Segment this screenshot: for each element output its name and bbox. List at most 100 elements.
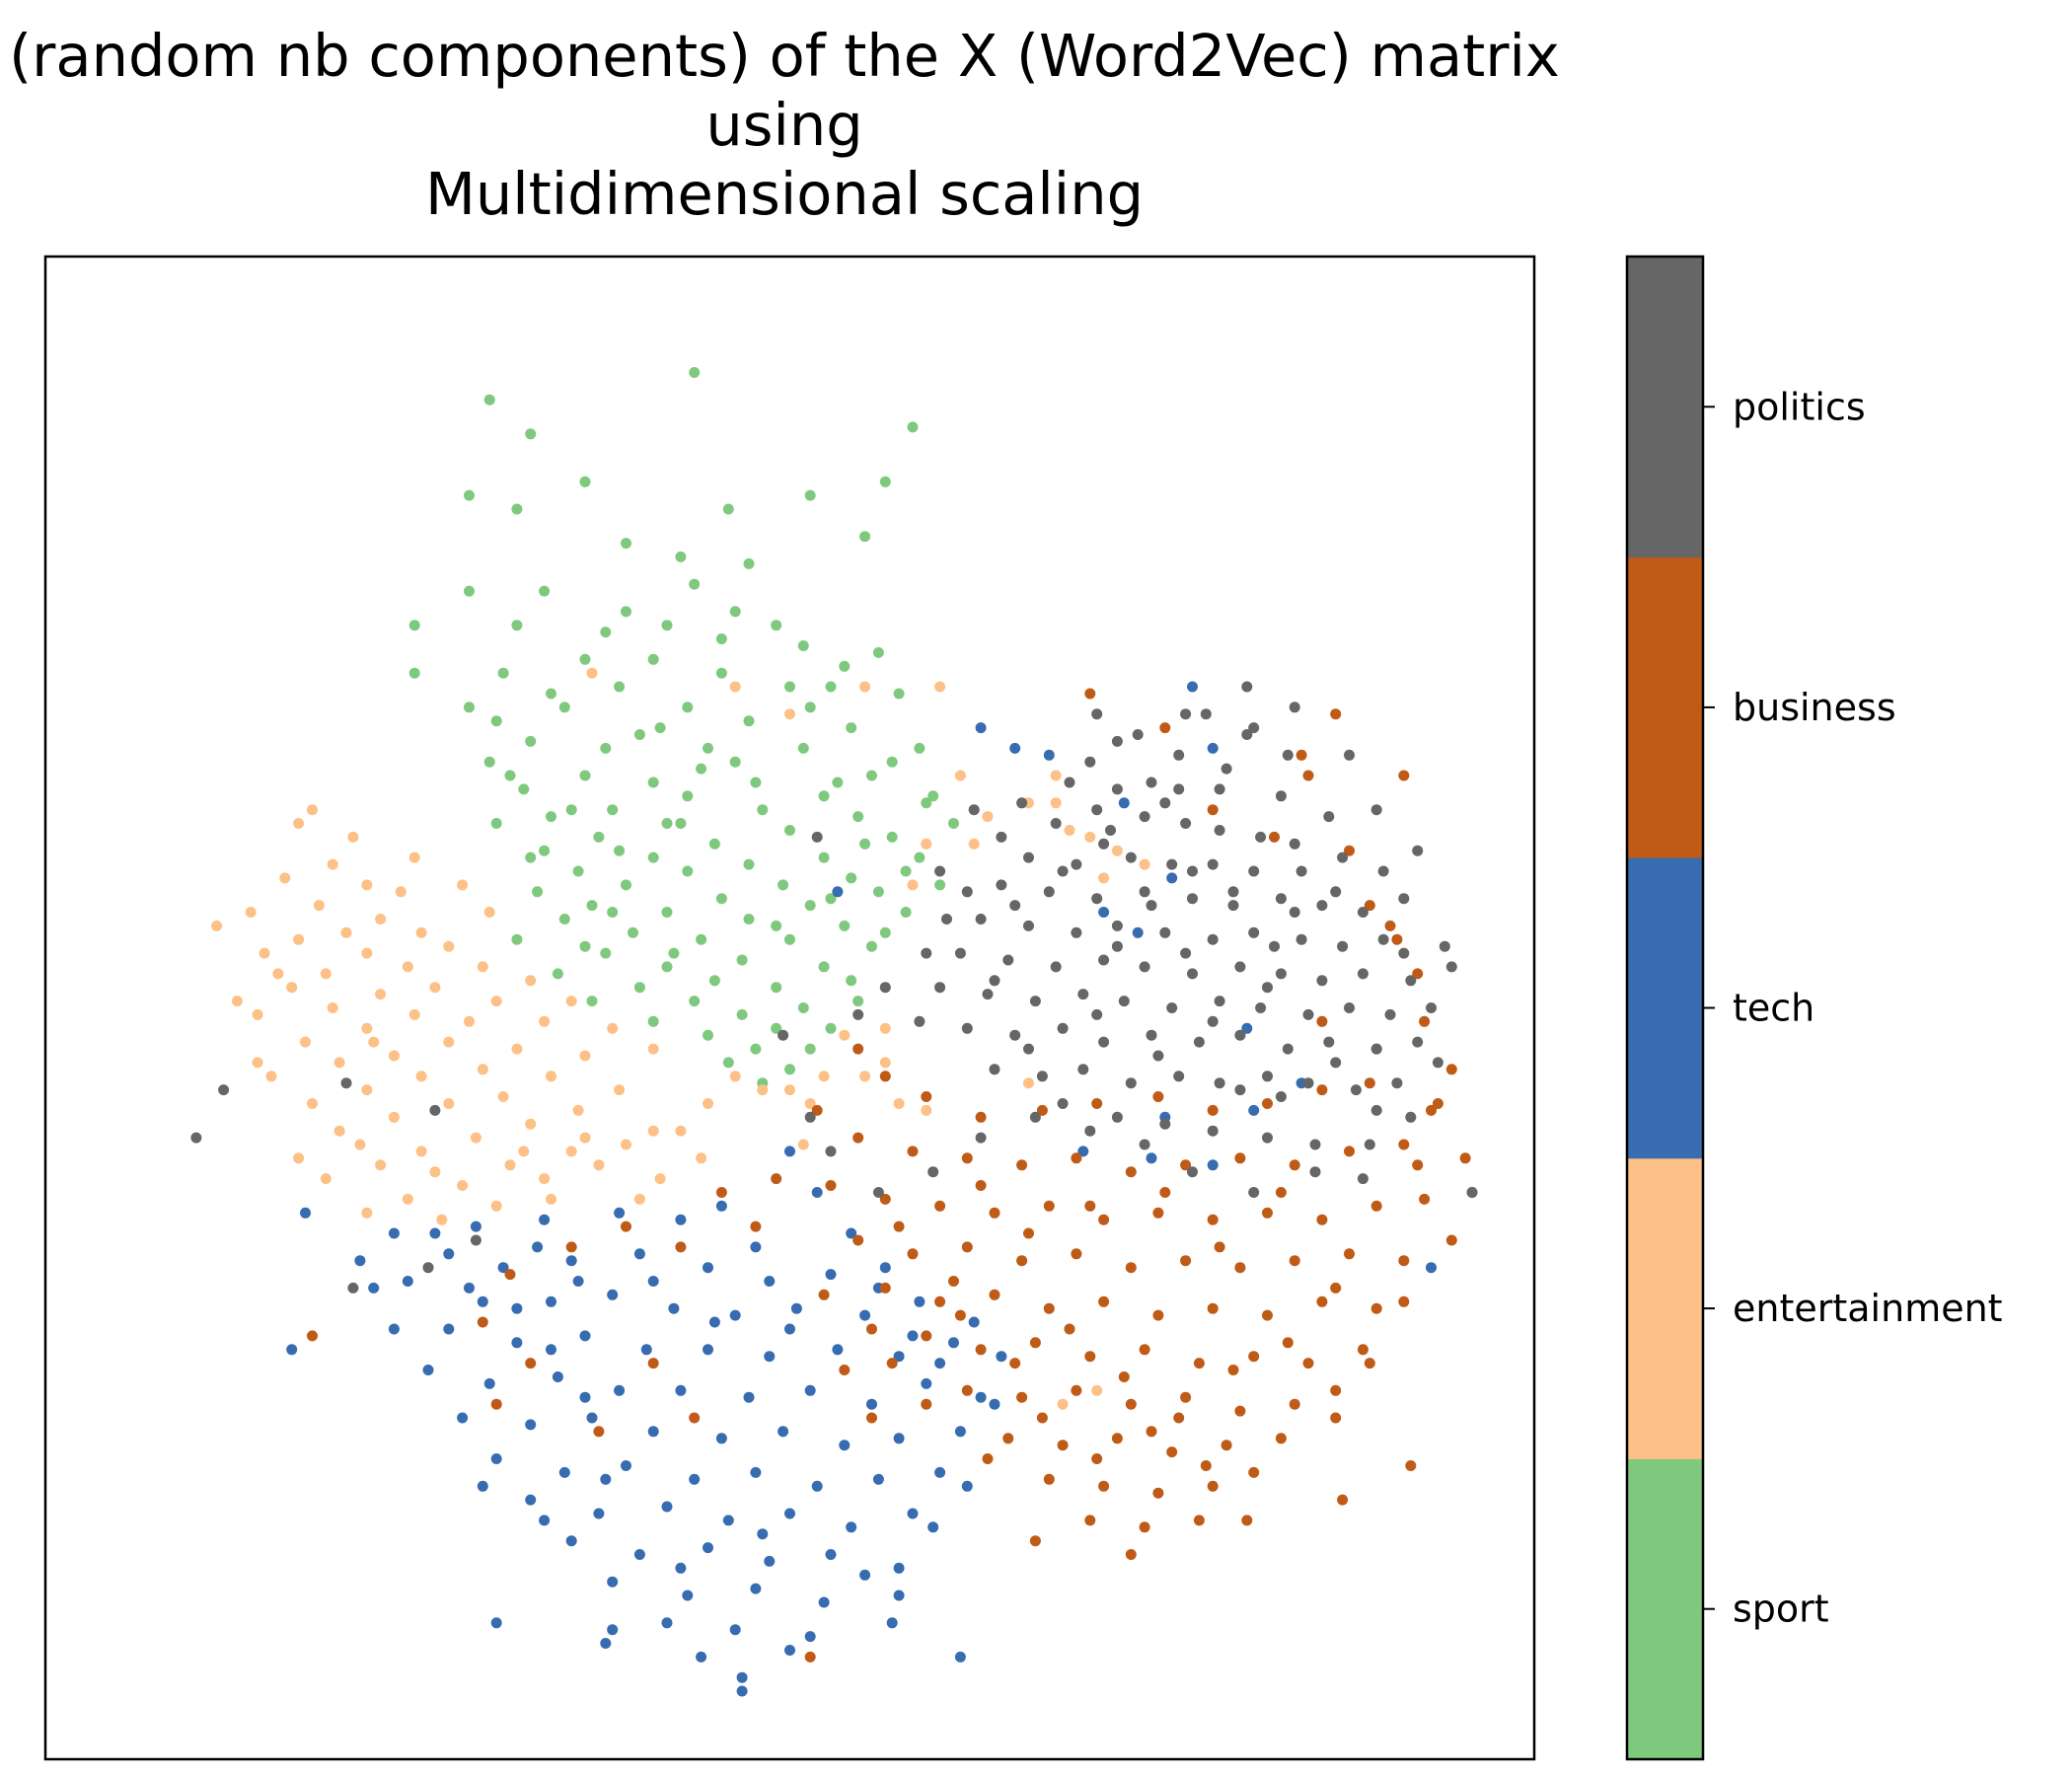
point-business-93 <box>1412 968 1424 980</box>
point-entertainment-96 <box>593 1159 605 1171</box>
point-politics-143 <box>811 831 823 843</box>
point-sport-135 <box>879 926 891 938</box>
point-politics-15 <box>1125 851 1137 863</box>
point-business-141 <box>1173 1412 1185 1424</box>
point-politics-127 <box>1084 1125 1096 1137</box>
series-business <box>307 688 1478 1663</box>
point-politics-46 <box>1139 961 1150 973</box>
point-entertainment-7 <box>313 900 325 912</box>
point-entertainment-106 <box>518 1146 530 1157</box>
point-politics-162 <box>1091 1008 1103 1020</box>
point-business-50 <box>1207 1302 1219 1314</box>
point-tech-54 <box>954 1426 966 1438</box>
point-business-52 <box>1316 1295 1328 1307</box>
point-sport-87 <box>784 933 795 945</box>
point-sport-5 <box>464 489 475 501</box>
point-entertainment-67 <box>307 804 318 816</box>
point-politics-9 <box>1050 818 1062 829</box>
point-tech-76 <box>607 1576 619 1588</box>
point-business-35 <box>961 1241 973 1253</box>
point-politics-79 <box>1125 1077 1137 1089</box>
point-politics-88 <box>1159 1118 1171 1130</box>
point-tech-79 <box>818 1596 830 1608</box>
chart-title: (random nb components) of the X (Word2Ve… <box>0 22 1569 229</box>
point-tech-40 <box>675 1384 687 1396</box>
point-tech-106 <box>934 1358 946 1369</box>
point-business-65 <box>1071 1384 1082 1396</box>
point-tech-133 <box>1248 1104 1260 1116</box>
point-entertainment-52 <box>470 1132 481 1144</box>
point-business-75 <box>1221 1440 1232 1451</box>
point-tech-75 <box>893 1562 905 1574</box>
point-sport-136 <box>668 947 680 959</box>
colorbar-label-politics: politics <box>1733 385 1866 428</box>
point-tech-28 <box>511 1337 523 1349</box>
point-politics-64 <box>1426 1002 1437 1013</box>
point-tech-90 <box>490 1617 502 1629</box>
point-politics-86 <box>1057 1098 1069 1109</box>
point-tech-0 <box>300 1207 311 1219</box>
point-business-96 <box>1398 770 1410 781</box>
point-politics-50 <box>1316 975 1328 987</box>
point-business-155 <box>1398 1295 1410 1307</box>
point-business-106 <box>1302 770 1314 781</box>
point-politics-23 <box>1043 886 1055 898</box>
point-politics-85 <box>1391 1077 1403 1089</box>
point-politics-165 <box>1275 1091 1287 1102</box>
point-business-104 <box>1412 1159 1424 1171</box>
point-entertainment-107 <box>696 1152 707 1164</box>
point-business-63 <box>961 1384 973 1396</box>
point-politics-160 <box>1330 1057 1342 1069</box>
point-entertainment-10 <box>340 926 352 938</box>
point-business-27 <box>1152 1207 1164 1219</box>
point-politics-99 <box>1323 811 1335 823</box>
point-politics-90 <box>1262 1132 1273 1144</box>
point-business-64 <box>1016 1391 1028 1403</box>
point-politics-82 <box>1262 1071 1273 1082</box>
point-politics-153 <box>1289 907 1300 918</box>
point-entertainment-1 <box>293 818 305 829</box>
point-tech-80 <box>893 1590 905 1601</box>
point-tech-56 <box>558 1466 570 1478</box>
point-entertainment-117 <box>1091 1384 1103 1396</box>
point-politics-131 <box>872 1187 884 1198</box>
point-sport-18 <box>511 620 523 631</box>
point-tech-125 <box>1187 681 1198 693</box>
point-entertainment-65 <box>231 996 243 1007</box>
point-business-84 <box>1193 1515 1205 1526</box>
point-politics-42 <box>954 947 966 959</box>
point-politics-11 <box>1289 838 1300 850</box>
point-entertainment-22 <box>375 989 387 1000</box>
point-politics-95 <box>1200 708 1212 720</box>
point-entertainment-110 <box>1111 845 1123 856</box>
point-sport-108 <box>722 1057 734 1069</box>
point-entertainment-32 <box>300 1036 311 1048</box>
point-tech-12 <box>565 1255 577 1267</box>
point-business-3 <box>1036 1104 1048 1116</box>
point-entertainment-33 <box>443 1036 455 1048</box>
point-tech-93 <box>286 1344 298 1356</box>
point-sport-82 <box>743 914 755 925</box>
point-tech-5 <box>675 1214 687 1225</box>
point-sport-45 <box>483 756 495 768</box>
point-tech-124 <box>1118 797 1130 809</box>
point-entertainment-43 <box>361 1084 373 1096</box>
point-sport-16 <box>464 585 475 597</box>
point-politics-19 <box>1295 865 1307 877</box>
point-sport-24 <box>579 653 591 665</box>
point-tech-69 <box>907 1508 919 1519</box>
point-politics-105 <box>961 886 973 898</box>
point-sport-40 <box>525 735 537 747</box>
point-politics-7 <box>1180 818 1192 829</box>
point-tech-95 <box>368 1282 380 1294</box>
point-politics-107 <box>914 1015 925 1027</box>
point-entertainment-84 <box>1064 825 1075 836</box>
point-politics-36 <box>1159 926 1171 938</box>
point-business-85 <box>1029 1535 1041 1547</box>
point-business-77 <box>1043 1473 1055 1485</box>
point-tech-119 <box>546 1344 556 1356</box>
point-sport-127 <box>900 865 912 877</box>
point-business-42 <box>1344 1248 1355 1260</box>
point-business-2 <box>975 1111 987 1123</box>
point-entertainment-40 <box>265 1071 277 1082</box>
